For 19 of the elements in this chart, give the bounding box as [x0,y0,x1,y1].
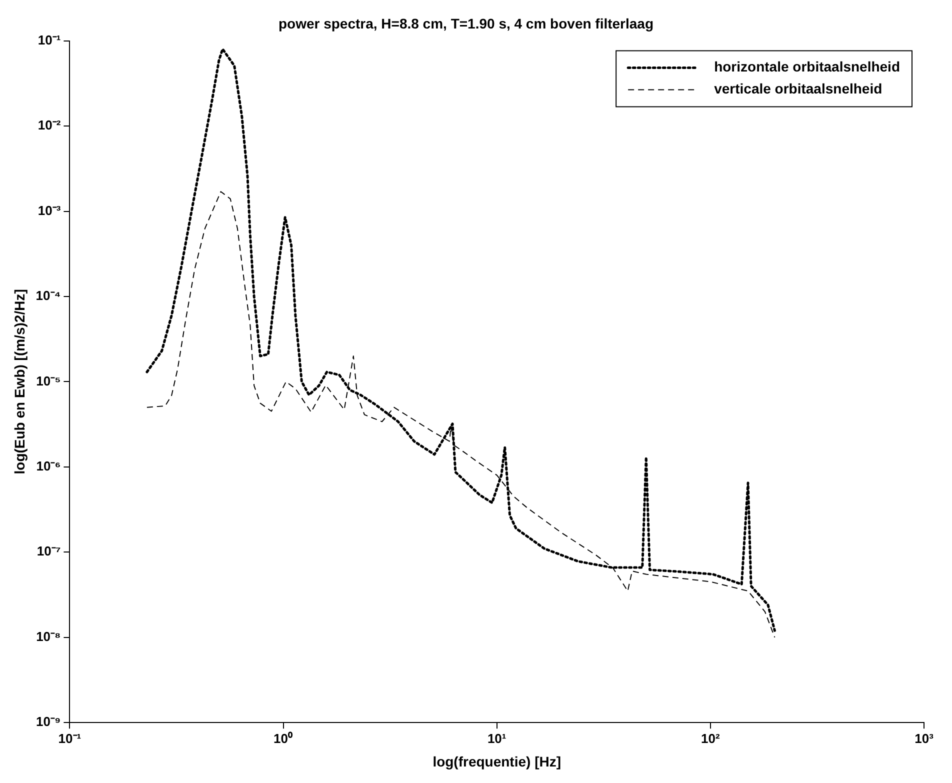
y-tick-label: 10⁻⁸ [36,628,61,644]
y-tick-label: 10⁻⁶ [36,458,61,474]
x-tick-label: 10⁻¹ [58,730,82,746]
y-tick-label: 10⁻³ [38,202,62,218]
y-tick-label: 10⁻¹ [38,32,61,48]
chart-title: power spectra, H=8.8 cm, T=1.90 s, 4 cm boven filterlaag [278,15,654,32]
legend-label: verticale orbitaalsnelheid [714,80,882,97]
x-tick-label: 10¹ [487,730,506,746]
y-tick-label: 10⁻⁵ [36,373,61,388]
y-tick-label: 10⁻² [38,118,62,133]
y-tick-label: 10⁻⁹ [36,714,61,730]
x-tick-label: 10² [701,730,720,746]
legend-label: horizontale orbitaalsnelheid [714,58,900,75]
x-tick-label: 10³ [914,730,934,746]
y-tick-label: 10⁻⁴ [36,288,61,304]
x-tick-label: 10⁰ [274,730,293,746]
y-tick-label: 10⁻⁷ [36,544,61,559]
y-axis-title: log(Eub en Ewb) [(m/s)2/Hz] [11,289,28,474]
x-axis-title: log(frequentie) [Hz] [432,753,562,770]
